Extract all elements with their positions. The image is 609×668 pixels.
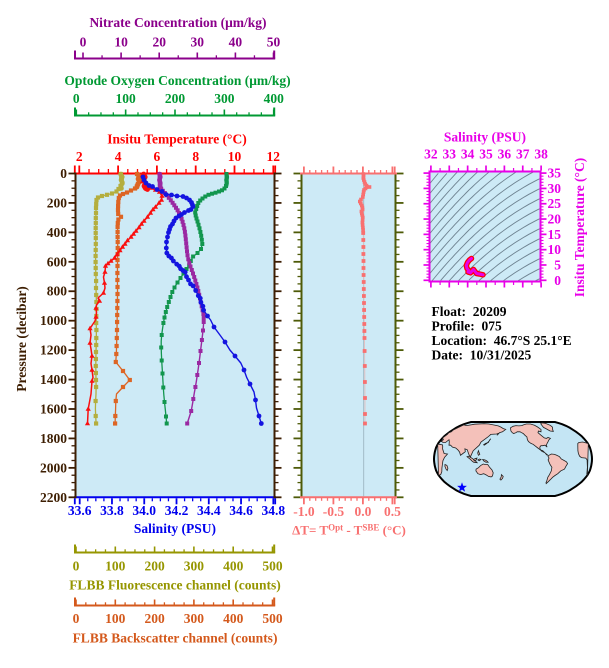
svg-text:Optode Oxygen Concentration (μ: Optode Oxygen Concentration (μm/kg): [64, 73, 290, 88]
svg-text:32: 32: [424, 147, 438, 162]
svg-text:0: 0: [60, 166, 67, 181]
svg-text:20: 20: [152, 35, 166, 50]
svg-text:2200: 2200: [40, 490, 67, 505]
svg-text:34.6: 34.6: [229, 503, 253, 518]
svg-text:10: 10: [548, 242, 562, 257]
svg-text:FLBB Backscatter channel (coun: FLBB Backscatter channel (counts): [73, 631, 278, 646]
svg-text:-1.0: -1.0: [293, 504, 315, 519]
svg-text:34.4: 34.4: [197, 503, 221, 518]
svg-text:Insitu Temperature (°C): Insitu Temperature (°C): [572, 158, 587, 297]
svg-text:4: 4: [115, 149, 122, 164]
svg-text:100: 100: [105, 559, 126, 574]
svg-text:500: 500: [262, 559, 283, 574]
svg-text:34: 34: [461, 147, 475, 162]
svg-text:33.8: 33.8: [100, 503, 124, 518]
svg-text:Pressure (decibar): Pressure (decibar): [14, 286, 29, 392]
svg-text:35: 35: [479, 147, 493, 162]
svg-text:30: 30: [191, 35, 205, 50]
svg-text:Profile: 075: Profile: 075: [432, 319, 502, 334]
svg-text:1600: 1600: [40, 401, 67, 416]
svg-text:300: 300: [184, 559, 205, 574]
svg-text:Location: 46.7°S 25.1°E: Location: 46.7°S 25.1°E: [432, 333, 572, 348]
svg-text:400: 400: [264, 91, 285, 106]
svg-text:1400: 1400: [40, 372, 67, 387]
svg-text:0: 0: [73, 91, 80, 106]
svg-text:400: 400: [47, 225, 68, 240]
svg-text:200: 200: [144, 559, 165, 574]
svg-text:1200: 1200: [40, 343, 67, 358]
svg-text:600: 600: [47, 254, 68, 269]
svg-text:50: 50: [267, 35, 281, 50]
svg-text:34.8: 34.8: [262, 503, 286, 518]
svg-text:100: 100: [105, 611, 126, 626]
svg-text:36: 36: [498, 147, 512, 162]
svg-text:34.0: 34.0: [132, 503, 156, 518]
svg-text:0: 0: [73, 559, 80, 574]
svg-text:-0.5: -0.5: [323, 504, 345, 519]
svg-text:15: 15: [548, 227, 562, 242]
svg-text:12: 12: [267, 149, 281, 164]
svg-text:800: 800: [47, 284, 68, 299]
svg-text:0: 0: [73, 611, 80, 626]
svg-text:200: 200: [165, 91, 186, 106]
svg-text:1000: 1000: [40, 313, 67, 328]
svg-text:33: 33: [443, 147, 457, 162]
svg-text:500: 500: [262, 611, 283, 626]
svg-text:Insitu Temperature (°C): Insitu Temperature (°C): [107, 132, 246, 147]
svg-text:40: 40: [229, 35, 243, 50]
svg-text:30: 30: [548, 181, 562, 196]
svg-text:25: 25: [548, 196, 562, 211]
svg-text:0.0: 0.0: [354, 504, 371, 519]
svg-text:20: 20: [548, 212, 562, 227]
svg-text:0: 0: [80, 35, 87, 50]
svg-text:38: 38: [534, 147, 548, 162]
svg-text:ΔT= TOpt - TSBE (°C): ΔT= TOpt - TSBE (°C): [292, 523, 406, 538]
svg-text:300: 300: [184, 611, 205, 626]
svg-text:1800: 1800: [40, 431, 67, 446]
svg-text:400: 400: [223, 559, 244, 574]
svg-text:200: 200: [144, 611, 165, 626]
svg-text:2: 2: [76, 149, 83, 164]
svg-text:Float: 20209: Float: 20209: [432, 304, 507, 319]
svg-text:8: 8: [192, 149, 199, 164]
svg-text:Nitrate Concentration (μm/kg): Nitrate Concentration (μm/kg): [89, 15, 266, 30]
svg-text:10: 10: [228, 149, 242, 164]
svg-text:34.2: 34.2: [165, 503, 189, 518]
svg-text:400: 400: [223, 611, 244, 626]
svg-text:Salinity (PSU): Salinity (PSU): [444, 130, 526, 145]
svg-text:33.6: 33.6: [68, 503, 92, 518]
svg-text:6: 6: [154, 149, 161, 164]
svg-text:300: 300: [214, 91, 235, 106]
svg-text:5: 5: [554, 257, 561, 272]
svg-text:2000: 2000: [40, 460, 67, 475]
svg-text:35: 35: [548, 166, 562, 181]
svg-text:FLBB Fluorescence channel (cou: FLBB Fluorescence channel (counts): [69, 578, 281, 593]
svg-text:0: 0: [554, 273, 561, 288]
svg-text:37: 37: [516, 147, 530, 162]
svg-text:0.5: 0.5: [384, 504, 401, 519]
svg-text:10: 10: [114, 35, 128, 50]
svg-text:100: 100: [116, 91, 137, 106]
svg-text:Date: 10/31/2025: Date: 10/31/2025: [432, 348, 532, 363]
svg-text:200: 200: [47, 195, 68, 210]
svg-text:Salinity (PSU): Salinity (PSU): [134, 521, 216, 536]
